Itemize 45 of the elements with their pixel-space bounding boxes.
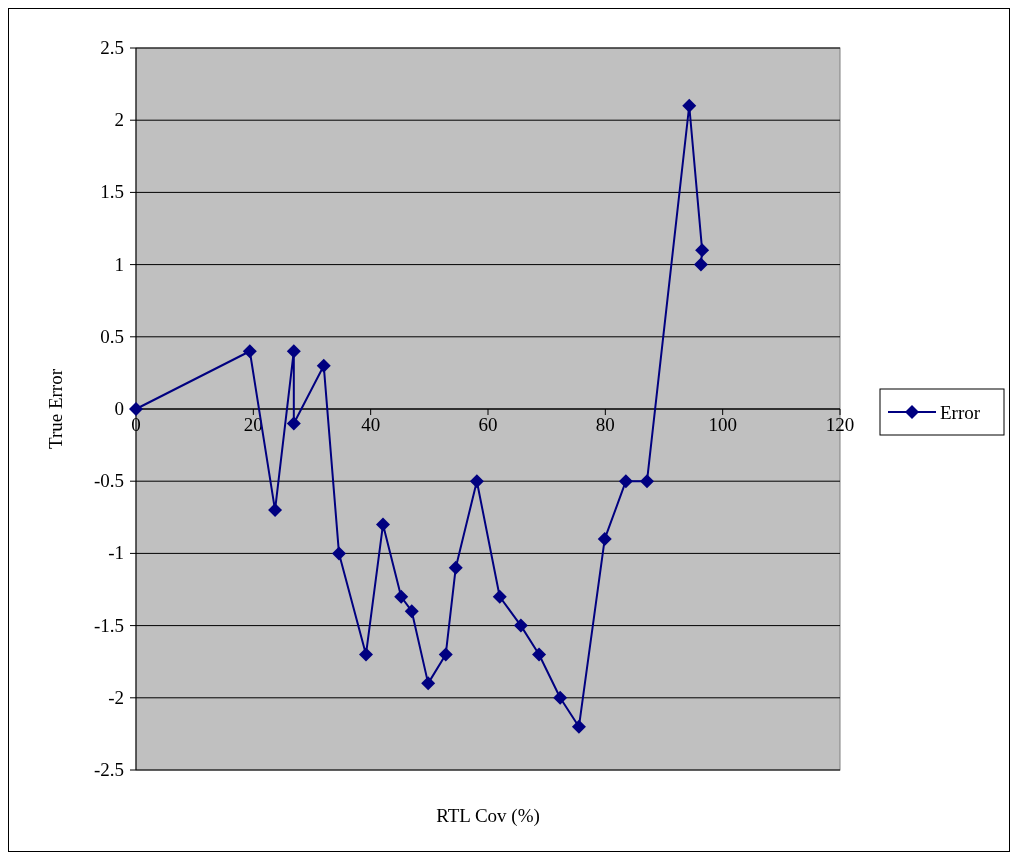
point: [513, 618, 528, 633]
legend-label: Error: [940, 402, 981, 423]
point: [618, 474, 633, 489]
point: [571, 719, 586, 734]
point: [532, 647, 547, 662]
point: [242, 344, 257, 359]
x-tick-label: 40: [361, 414, 381, 435]
y-tick-label: -1: [108, 542, 124, 564]
point: [394, 589, 409, 604]
x-tick-label: 60: [478, 414, 498, 435]
point: [316, 358, 331, 373]
y-tick-label: 1: [114, 253, 124, 275]
y-tick-label: 0.5: [100, 325, 124, 347]
point: [469, 474, 484, 489]
y-tick-label: -1.5: [93, 614, 124, 636]
x-tick-label: 120: [825, 414, 855, 435]
y-tick-label: -2: [108, 686, 124, 708]
y-tick-label: 0: [114, 398, 124, 419]
x-tick-label: 100: [708, 414, 737, 435]
point: [421, 676, 436, 691]
point: [286, 344, 301, 359]
point: [597, 531, 612, 546]
point: [695, 243, 710, 258]
point: [268, 503, 283, 518]
y-tick-label: 2.5: [100, 37, 124, 58]
point: [448, 560, 463, 575]
point: [375, 517, 390, 532]
point: [553, 690, 568, 705]
y-tick-label: -0.5: [93, 470, 124, 492]
point: [331, 546, 346, 561]
point: [286, 416, 301, 431]
point: [404, 604, 419, 619]
point: [129, 402, 143, 416]
point: [358, 647, 373, 662]
point: [639, 474, 654, 489]
y-tick-label: -2.5: [93, 759, 124, 780]
point: [492, 589, 507, 604]
y-axis-title: True Error: [45, 368, 66, 450]
x-axis-title: RTL Cov (%): [436, 805, 540, 827]
point: [693, 257, 708, 272]
y-tick-label: 1.5: [100, 181, 124, 203]
point: [438, 647, 453, 662]
y-tick-label: 2: [114, 109, 124, 131]
point: [682, 98, 697, 113]
x-tick-label: 80: [595, 414, 615, 435]
